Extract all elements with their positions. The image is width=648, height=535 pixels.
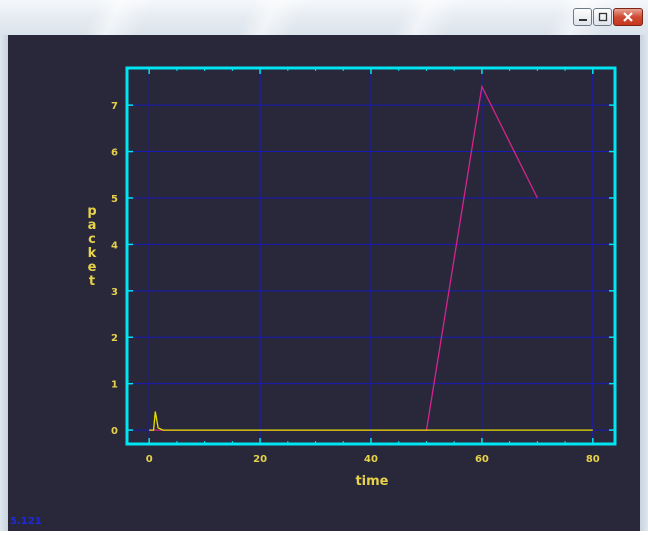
y-axis-label-char: c [88,232,96,247]
x-tick-label: 20 [253,454,267,465]
window-frame-left [0,35,8,531]
x-tick-label: 80 [586,454,600,465]
y-tick-label: 5 [111,194,118,205]
series-line [149,411,593,431]
close-icon [623,12,633,22]
minimize-icon [578,19,587,21]
y-tick-label: 2 [111,333,118,344]
x-tick-label: 60 [475,454,489,465]
y-axis-label-char: p [87,204,96,219]
maximize-button[interactable] [593,8,612,26]
maximize-icon [598,12,607,22]
x-axis-label: time [355,474,388,489]
series-line [149,84,538,431]
x-tick-label: 40 [364,454,378,465]
window-frame-right [640,35,648,531]
y-tick-label: 0 [111,426,118,437]
y-axis-label-char: k [88,246,97,261]
x-tick-label: 0 [146,454,153,465]
y-tick-label: 4 [111,240,118,251]
status-value: 5.121 [10,516,42,527]
y-tick-label: 6 [111,148,118,159]
y-tick-label: 1 [111,380,118,391]
y-tick-label: 7 [111,101,118,112]
minimize-button[interactable] [573,8,592,26]
y-axis-label-char: e [88,260,97,275]
y-tick-label: 3 [111,287,118,298]
y-axis-label-char: t [89,274,95,289]
window-titlebar [0,0,648,35]
close-button[interactable] [613,8,643,26]
y-axis-label-char: a [88,218,97,233]
